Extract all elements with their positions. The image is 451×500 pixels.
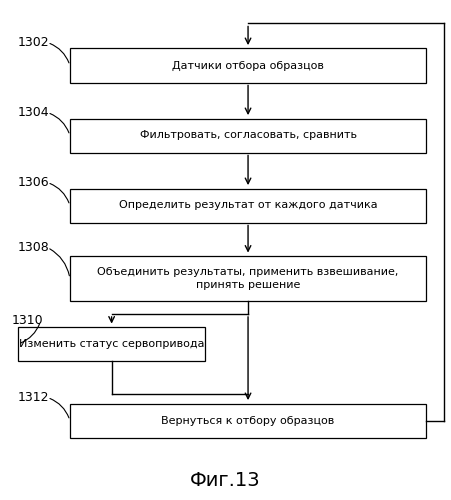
Bar — [18, 327, 205, 361]
Bar — [70, 188, 426, 222]
Text: 1304: 1304 — [18, 106, 50, 119]
Text: Фиг.13: Фиг.13 — [190, 470, 261, 490]
Bar — [70, 256, 426, 301]
Text: 1312: 1312 — [18, 391, 50, 404]
Text: Объединить результаты, применить взвешивание,
принять решение: Объединить результаты, применить взвешив… — [97, 268, 399, 289]
Text: Изменить статус сервопривода: Изменить статус сервопривода — [19, 339, 204, 349]
Bar — [70, 48, 426, 82]
Text: 1308: 1308 — [18, 241, 50, 254]
Text: 1310: 1310 — [11, 314, 43, 328]
Text: Фильтровать, согласовать, сравнить: Фильтровать, согласовать, сравнить — [139, 130, 357, 140]
Text: Определить результат от каждого датчика: Определить результат от каждого датчика — [119, 200, 377, 210]
Text: 1306: 1306 — [18, 176, 50, 189]
Bar — [70, 404, 426, 438]
Bar — [70, 118, 426, 152]
Text: Датчики отбора образцов: Датчики отбора образцов — [172, 60, 324, 70]
Text: Вернуться к отбору образцов: Вернуться к отбору образцов — [161, 416, 335, 426]
Text: 1302: 1302 — [18, 36, 50, 49]
